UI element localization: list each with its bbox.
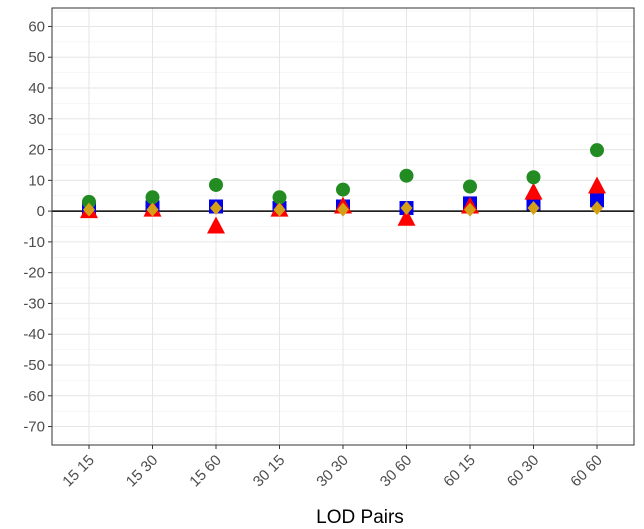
- y-tick-label: 20: [28, 142, 45, 159]
- y-tick-label: -50: [23, 357, 45, 374]
- x-tick-label: 15 15: [59, 452, 98, 491]
- diamond-point: [210, 201, 222, 216]
- y-tick-label: -40: [23, 326, 45, 343]
- diamond-point: [337, 202, 349, 217]
- diamond-point: [273, 202, 286, 217]
- y-tick-label: 60: [28, 18, 45, 35]
- circle-point: [526, 170, 541, 185]
- circle-point: [336, 182, 350, 197]
- y-tick-label: -20: [23, 265, 45, 282]
- circle-point: [590, 143, 604, 158]
- circle-point: [272, 190, 287, 205]
- y-tick-label: 30: [28, 111, 45, 128]
- x-axis: 15 15 15 30 15 60 30 15 30 30 30 60 60 15 60 30…: [59, 445, 606, 490]
- triangle-point: [207, 216, 225, 234]
- x-tick-label: 60 30: [504, 452, 543, 491]
- x-tick-label: 30 30: [313, 452, 352, 491]
- circle-point: [463, 179, 477, 194]
- triangle-point: [524, 182, 543, 200]
- triangle-point: [588, 176, 606, 194]
- data-points: [80, 143, 606, 234]
- y-tick-label: -70: [23, 419, 45, 436]
- x-tick-label: 15 60: [186, 452, 225, 491]
- x-tick-label: 30 15: [250, 452, 289, 491]
- x-tick-label: 60 15: [440, 452, 479, 491]
- y-tick-label: 10: [28, 172, 45, 189]
- circle-point: [209, 177, 223, 192]
- y-axis: 60 50 40 30 20 10 0 -10 -20 -30 -40 -50 -60 -70: [23, 18, 52, 436]
- y-tick-label: 50: [28, 49, 45, 66]
- diamond-point: [527, 201, 540, 216]
- circle-point: [399, 168, 414, 183]
- diamond-point: [146, 202, 159, 217]
- circle-point: [145, 190, 160, 205]
- y-tick-label: -60: [23, 388, 45, 405]
- diamond-point: [83, 202, 95, 217]
- x-tick-label: 60 60: [567, 452, 606, 491]
- triangle-point: [397, 208, 416, 226]
- circle-point: [82, 194, 96, 209]
- y-tick-label: 40: [28, 80, 45, 97]
- diamond-point: [591, 201, 603, 216]
- diamond-point: [464, 202, 476, 217]
- square-point: [590, 193, 604, 208]
- x-tick-label: 30 60: [377, 452, 416, 491]
- y-tick-label: -10: [23, 234, 45, 251]
- x-axis-title: LOD Pairs: [316, 507, 404, 528]
- grid: [52, 8, 634, 445]
- x-tick-label: 15 30: [123, 452, 162, 491]
- y-tick-label: 0: [37, 203, 45, 220]
- y-tick-label: -30: [23, 295, 45, 312]
- diamond-point: [400, 201, 413, 216]
